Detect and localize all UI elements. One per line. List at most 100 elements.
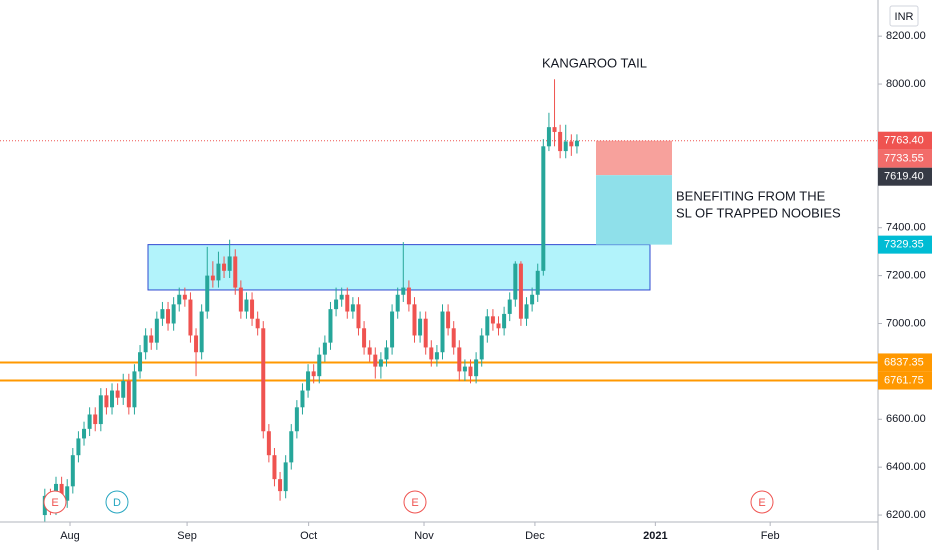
candle-body xyxy=(322,342,327,355)
candle-body xyxy=(440,311,445,353)
annotation: KANGAROO TAIL xyxy=(542,55,647,70)
candle-body xyxy=(87,414,92,429)
price-label: 7619.40 xyxy=(884,171,924,183)
candle-body xyxy=(160,309,165,319)
y-tick-label: 7200.00 xyxy=(886,270,926,282)
candle-body xyxy=(205,275,210,312)
x-tick-label: Aug xyxy=(60,530,80,542)
candle-body xyxy=(434,352,439,360)
event-marker xyxy=(105,490,129,514)
price-label-box xyxy=(878,131,932,150)
candle-body xyxy=(446,311,451,329)
price-label-box xyxy=(878,371,932,390)
candle-body xyxy=(328,309,333,343)
candle-body xyxy=(98,395,103,425)
candle-body xyxy=(104,395,109,408)
x-tick-label: Feb xyxy=(761,530,780,542)
candle-body xyxy=(395,294,400,312)
candle-body xyxy=(121,380,126,398)
event-marker xyxy=(43,490,67,514)
candle-body xyxy=(552,127,557,132)
event-label: E xyxy=(51,497,58,509)
event-marker xyxy=(403,490,427,514)
candle-body xyxy=(289,431,294,463)
candle-body xyxy=(378,359,383,367)
candle-body xyxy=(222,263,227,271)
candle-body xyxy=(278,479,283,492)
candle-body xyxy=(373,354,378,367)
candle-body xyxy=(272,455,277,480)
currency[interactable]: INR xyxy=(895,11,914,23)
event-label: E xyxy=(758,497,765,509)
candle-body xyxy=(502,313,507,329)
candle-body xyxy=(362,328,367,348)
annotation: BENEFITING FROM THE xyxy=(676,188,826,203)
candle-body xyxy=(233,256,238,288)
candle-body xyxy=(250,299,255,319)
zone-box xyxy=(147,244,651,291)
candle-body xyxy=(311,371,316,377)
candle-body xyxy=(384,347,389,360)
candle-body xyxy=(182,294,187,300)
x-tick-label: Sep xyxy=(177,530,197,542)
candle-body xyxy=(474,359,479,377)
price-label-box xyxy=(878,235,932,254)
event-label: E xyxy=(411,497,418,509)
candle-body xyxy=(166,309,171,324)
x-tick-label: Dec xyxy=(525,530,545,542)
candle-body xyxy=(507,299,512,314)
candle-body xyxy=(194,335,199,353)
candle-body xyxy=(462,366,467,372)
candle-body xyxy=(143,335,148,353)
candle-body xyxy=(317,354,322,377)
price-label-box xyxy=(878,149,932,168)
x-tick-label: 2021 xyxy=(643,530,667,542)
candle-body xyxy=(294,407,299,432)
candle-body xyxy=(418,318,423,336)
drawings xyxy=(0,140,878,382)
candle-body xyxy=(82,428,87,439)
candle-body xyxy=(524,304,529,319)
candle-body xyxy=(496,323,501,329)
candle-body xyxy=(115,390,120,398)
candle-body xyxy=(429,347,434,360)
candle-body xyxy=(76,438,81,456)
zone-box xyxy=(596,140,672,176)
candle-body xyxy=(558,131,563,152)
y-tick-label: 7400.00 xyxy=(886,222,926,234)
candle-body xyxy=(401,287,406,295)
price-label: 7763.40 xyxy=(884,135,924,147)
event-marker xyxy=(750,490,774,514)
price-label-box xyxy=(878,353,932,372)
candle-body xyxy=(485,316,490,336)
price-label-box xyxy=(878,167,932,186)
currency-box[interactable] xyxy=(889,5,919,27)
candle-body xyxy=(238,287,243,312)
candle-body xyxy=(350,304,355,312)
candle-body xyxy=(541,146,546,271)
candle-body xyxy=(530,294,535,305)
candle-body xyxy=(255,318,260,329)
candle-body xyxy=(468,366,473,377)
candle-body xyxy=(569,141,574,147)
candle-body xyxy=(356,304,361,329)
candles xyxy=(42,79,579,523)
candle-body xyxy=(244,299,249,312)
zone-box xyxy=(596,175,672,245)
candle-body xyxy=(261,328,266,432)
candle-body xyxy=(138,352,143,372)
candle-body xyxy=(149,335,154,343)
candle-body xyxy=(110,390,115,408)
candle-body xyxy=(93,414,98,425)
candle-body xyxy=(563,141,568,152)
candle-body xyxy=(266,431,271,456)
y-tick-label: 6600.00 xyxy=(886,413,926,425)
candle-body xyxy=(345,294,350,312)
candle-body xyxy=(59,483,64,501)
candle-body xyxy=(518,263,523,319)
price-label: 7329.35 xyxy=(884,239,924,251)
candle-body xyxy=(479,335,484,360)
